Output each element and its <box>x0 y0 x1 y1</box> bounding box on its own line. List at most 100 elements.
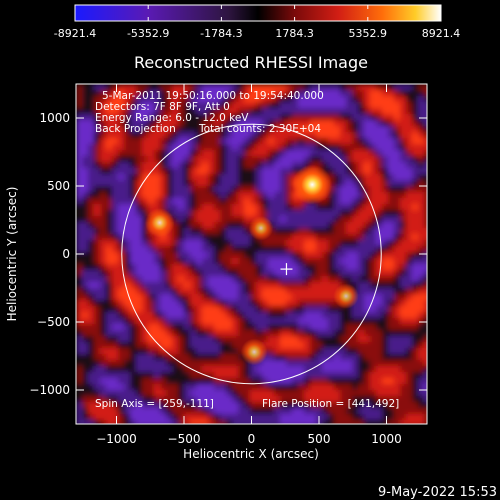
heatmap-cell <box>226 102 233 109</box>
heatmap-cell <box>238 234 245 241</box>
heatmap-cell <box>262 150 269 157</box>
heatmap-cell <box>394 150 401 157</box>
heatmap-cell <box>304 414 311 421</box>
heatmap-cell <box>274 270 281 277</box>
heatmap-cell <box>424 192 427 199</box>
heatmap-cell <box>406 252 413 259</box>
heatmap-cell <box>370 138 377 145</box>
heatmap-cell <box>142 366 149 373</box>
heatmap-cell <box>154 126 161 133</box>
heatmap-cell <box>208 312 215 319</box>
heatmap-cell <box>226 192 233 199</box>
heatmap-cell <box>202 180 209 187</box>
heatmap-cell <box>184 144 191 151</box>
heatmap-cell <box>106 192 113 199</box>
heatmap-cell <box>130 192 137 199</box>
heatmap-cell <box>190 198 197 205</box>
heatmap-cell <box>232 102 239 109</box>
heatmap-cell <box>376 162 383 169</box>
heatmap-cell <box>256 330 263 337</box>
heatmap-cell <box>154 168 161 175</box>
heatmap-cell <box>382 402 389 409</box>
heatmap-cell <box>304 342 311 349</box>
heatmap-cell <box>76 282 83 289</box>
heatmap-cell <box>166 312 173 319</box>
heatmap-cell <box>388 234 395 241</box>
heatmap-cell <box>304 384 311 391</box>
heatmap-cell <box>424 228 427 235</box>
heatmap-cell <box>100 396 107 403</box>
heatmap-cell <box>154 372 161 379</box>
heatmap-cell <box>94 150 101 157</box>
heatmap-cell <box>376 414 383 421</box>
heatmap-cell <box>130 168 137 175</box>
heatmap-cell <box>178 132 185 139</box>
heatmap-cell <box>124 300 131 307</box>
heatmap-cell <box>370 132 377 139</box>
heatmap-cell <box>358 222 365 229</box>
heatmap-cell <box>376 324 383 331</box>
heatmap-cell <box>346 150 353 157</box>
heatmap-cell <box>196 390 203 397</box>
heatmap-cell <box>100 384 107 391</box>
heatmap-cell <box>190 162 197 169</box>
heatmap-cell <box>388 384 395 391</box>
heatmap-cell <box>412 84 419 91</box>
heatmap-cell <box>220 270 227 277</box>
heatmap-cell <box>118 414 125 421</box>
heatmap-cell <box>172 288 179 295</box>
heatmap-cell <box>238 366 245 373</box>
heatmap-cell <box>424 330 427 337</box>
heatmap-cell <box>238 168 245 175</box>
heatmap-cell <box>256 162 263 169</box>
heatmap-cell <box>322 360 329 367</box>
heatmap-cell <box>370 114 377 121</box>
heatmap-cell <box>178 192 185 199</box>
heatmap-cell <box>406 372 413 379</box>
heatmap-cell <box>166 300 173 307</box>
heatmap-cell <box>94 276 101 283</box>
heatmap-cell <box>376 234 383 241</box>
heatmap-cell <box>238 336 245 343</box>
heatmap-cell <box>418 114 425 121</box>
heatmap-cell <box>394 324 401 331</box>
heatmap-cell <box>166 366 173 373</box>
heatmap-cell <box>238 108 245 115</box>
heatmap-cell <box>226 180 233 187</box>
heatmap-cell <box>394 240 401 247</box>
heatmap-cell <box>328 330 335 337</box>
heatmap-cell <box>406 348 413 355</box>
heatmap-cell <box>292 210 299 217</box>
heatmap-cell <box>358 342 365 349</box>
heatmap-cell <box>328 114 335 121</box>
heatmap-cell <box>148 306 155 313</box>
heatmap-cell <box>424 402 427 409</box>
heatmap-cell <box>394 210 401 217</box>
heatmap-cell <box>76 408 83 415</box>
heatmap-cell <box>196 180 203 187</box>
heatmap-cell <box>154 300 161 307</box>
heatmap-cell <box>154 390 161 397</box>
heatmap-cell <box>244 420 251 424</box>
heatmap-cell <box>394 180 401 187</box>
heatmap-cell <box>136 138 143 145</box>
heatmap-cell <box>208 282 215 289</box>
heatmap-cell <box>280 120 287 127</box>
heatmap-cell <box>124 228 131 235</box>
heatmap-cell <box>376 114 383 121</box>
heatmap-cell <box>286 126 293 133</box>
heatmap-cell <box>142 354 149 361</box>
heatmap-cell <box>358 378 365 385</box>
heatmap-cell <box>184 300 191 307</box>
heatmap-cell <box>178 216 185 223</box>
heatmap-cell <box>148 330 155 337</box>
heatmap-cell <box>160 342 167 349</box>
heatmap-cell <box>298 366 305 373</box>
heatmap-cell <box>280 126 287 133</box>
heatmap-cell <box>112 330 119 337</box>
heatmap-cell <box>196 210 203 217</box>
heatmap-cell <box>346 246 353 253</box>
heatmap-cell <box>82 216 89 223</box>
heatmap-cell <box>244 246 251 253</box>
heatmap-cell <box>178 282 185 289</box>
